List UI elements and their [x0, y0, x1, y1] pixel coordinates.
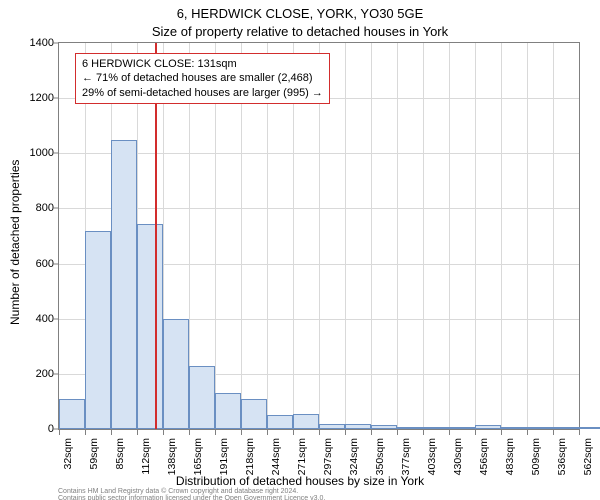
y-tick-label: 1400 [6, 37, 54, 49]
chart-container: 6, HERDWICK CLOSE, YORK, YO30 5GE Size o… [0, 0, 600, 500]
histogram-bar [189, 366, 215, 429]
x-tick [475, 430, 476, 435]
x-tick [319, 430, 320, 435]
gridline-vertical [371, 43, 372, 429]
x-tick-label: 377sqm [400, 438, 412, 498]
histogram-bar [501, 427, 527, 429]
x-tick-label: 509sqm [530, 438, 542, 498]
annotation-box: 6 HERDWICK CLOSE: 131sqm ← 71% of detach… [75, 53, 330, 104]
y-tick-label: 1200 [6, 92, 54, 104]
gridline-vertical [423, 43, 424, 429]
x-tick-label: 430sqm [452, 438, 464, 498]
x-tick [579, 430, 580, 435]
x-tick [501, 430, 502, 435]
x-tick [241, 430, 242, 435]
histogram-bar [423, 427, 449, 429]
x-tick [267, 430, 268, 435]
x-tick [553, 430, 554, 435]
gridline-vertical [449, 43, 450, 429]
x-tick [449, 430, 450, 435]
annotation-line-3: 29% of semi-detached houses are larger (… [82, 86, 323, 100]
y-tick-label: 0 [6, 423, 54, 435]
gridline-vertical [527, 43, 528, 429]
x-tick-label: 536sqm [556, 438, 568, 498]
y-tick [53, 429, 58, 430]
gridline-vertical [501, 43, 502, 429]
x-tick-label: 350sqm [374, 438, 386, 498]
histogram-bar [137, 224, 163, 429]
y-tick [53, 98, 58, 99]
footer-line-2: Contains public sector information licen… [58, 495, 325, 500]
x-tick-label: 324sqm [348, 438, 360, 498]
y-tick-label: 200 [6, 368, 54, 380]
x-tick-label: 483sqm [504, 438, 516, 498]
y-tick [53, 153, 58, 154]
y-tick [53, 318, 58, 319]
histogram-bar [241, 399, 267, 429]
x-tick-label: 297sqm [322, 438, 334, 498]
y-tick-label: 600 [6, 258, 54, 270]
histogram-bar [293, 414, 319, 429]
x-tick [85, 430, 86, 435]
histogram-bar [319, 424, 345, 430]
y-tick-label: 1000 [6, 147, 54, 159]
x-tick [527, 430, 528, 435]
x-tick-label: 403sqm [426, 438, 438, 498]
y-tick [53, 373, 58, 374]
x-tick [345, 430, 346, 435]
y-tick [53, 43, 58, 44]
x-tick [189, 430, 190, 435]
chart-title-main: 6, HERDWICK CLOSE, YORK, YO30 5GE [0, 6, 600, 21]
annotation-line-2: ← 71% of detached houses are smaller (2,… [82, 71, 323, 85]
footer-line-1: Contains HM Land Registry data © Crown c… [58, 488, 298, 495]
histogram-bar [527, 427, 553, 429]
histogram-bar [215, 393, 241, 429]
x-tick [59, 430, 60, 435]
x-tick [423, 430, 424, 435]
y-tick-label: 400 [6, 313, 54, 325]
annotation-line-1: 6 HERDWICK CLOSE: 131sqm [82, 57, 323, 71]
histogram-bar [345, 424, 371, 430]
histogram-bar [59, 399, 85, 429]
x-tick [397, 430, 398, 435]
histogram-bar [553, 427, 579, 429]
histogram-bar [371, 425, 397, 429]
x-tick [371, 430, 372, 435]
chart-title-sub: Size of property relative to detached ho… [0, 24, 600, 39]
histogram-bar [267, 415, 293, 429]
x-tick [293, 430, 294, 435]
histogram-bar [475, 425, 501, 429]
x-tick [215, 430, 216, 435]
gridline-vertical [475, 43, 476, 429]
y-tick-label: 800 [6, 202, 54, 214]
histogram-bar [163, 319, 189, 429]
x-tick-label: 456sqm [478, 438, 490, 498]
y-axis-label: Number of detached properties [8, 160, 22, 325]
histogram-bar [449, 427, 475, 429]
histogram-bar [397, 427, 423, 429]
gridline-vertical [397, 43, 398, 429]
x-tick-label: 562sqm [582, 438, 594, 498]
y-tick [53, 263, 58, 264]
histogram-bar [579, 427, 600, 429]
gridline-vertical [345, 43, 346, 429]
y-tick [53, 208, 58, 209]
histogram-bar [111, 140, 137, 430]
x-tick [137, 430, 138, 435]
x-tick [163, 430, 164, 435]
histogram-bar [85, 231, 111, 430]
gridline-vertical [553, 43, 554, 429]
x-tick [111, 430, 112, 435]
